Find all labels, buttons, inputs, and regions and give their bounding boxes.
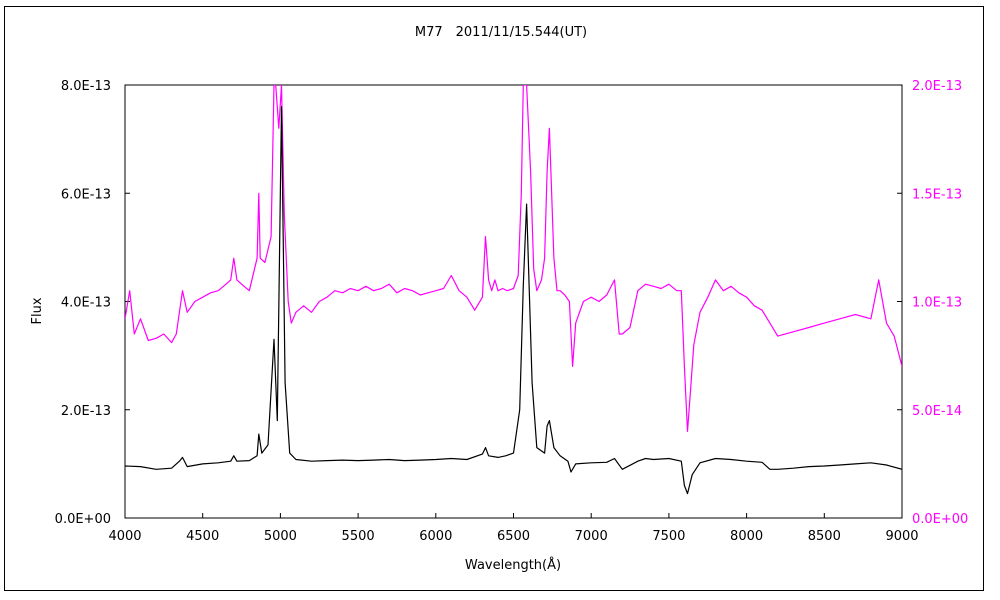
y-left-tick-label: 6.0E-13 [61,187,111,202]
series-line-left-axis [125,106,902,495]
chart-frame: M77 2011/11/15.544(UT) 4000 4500 5000 5500 6… [4,6,984,591]
x-tick-label: 7500 [652,529,685,544]
spectrum-chart: M77 2011/11/15.544(UT) 4000 4500 5000 5500 6… [30,25,968,573]
y-left-tick-label: 8.0E-13 [61,79,111,94]
y-right-tick-label: 0.0E+00 [912,512,968,527]
x-tick-label: 6500 [497,529,530,544]
x-tick-label: 8000 [730,529,763,544]
y-axis-left: 0.0E+00 2.0E-13 4.0E-13 6.0E-13 8.0E-13 [55,79,130,527]
y-axis-right: 0.0E+00 5.0E-14 1.0E-13 1.5E-13 2.0E-13 [897,79,968,527]
x-tick-label: 4500 [186,529,219,544]
series-layer [125,85,902,495]
x-tick-label: 8500 [808,529,841,544]
y-left-tick-label: 4.0E-13 [61,296,111,311]
plot-area [124,84,903,519]
series-line-right-axis [125,85,902,432]
chart-title: M77 2011/11/15.544(UT) [415,25,587,40]
x-tick-label: 9000 [885,529,918,544]
x-tick-label: 6000 [419,529,452,544]
y-axis-label: Flux [30,297,45,324]
y-left-tick-label: 2.0E-13 [61,404,111,419]
y-left-tick-label: 0.0E+00 [55,512,111,527]
y-right-tick-label: 1.5E-13 [912,187,962,202]
x-tick-label: 5500 [342,529,375,544]
y-right-tick-label: 5.0E-14 [912,404,962,419]
x-axis: 4000 4500 5000 5500 6000 6500 7000 7500 8000 8500… [108,513,919,544]
x-tick-label: 7000 [575,529,608,544]
x-axis-label: Wavelength(Å) [465,557,561,573]
x-tick-label: 4000 [108,529,141,544]
x-tick-label: 5000 [264,529,297,544]
y-right-tick-label: 2.0E-13 [912,79,962,94]
y-right-tick-label: 1.0E-13 [912,296,962,311]
